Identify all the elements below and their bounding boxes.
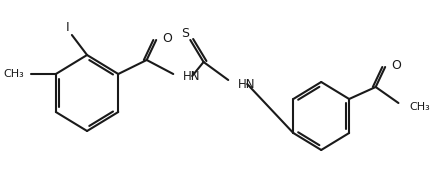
Text: O: O [162,31,171,44]
Text: HN: HN [237,78,255,91]
Text: CH₃: CH₃ [4,69,25,79]
Text: O: O [390,58,400,71]
Text: CH₃: CH₃ [409,102,430,112]
Text: HN: HN [182,69,200,82]
Text: I: I [65,21,69,33]
Text: S: S [181,26,189,39]
